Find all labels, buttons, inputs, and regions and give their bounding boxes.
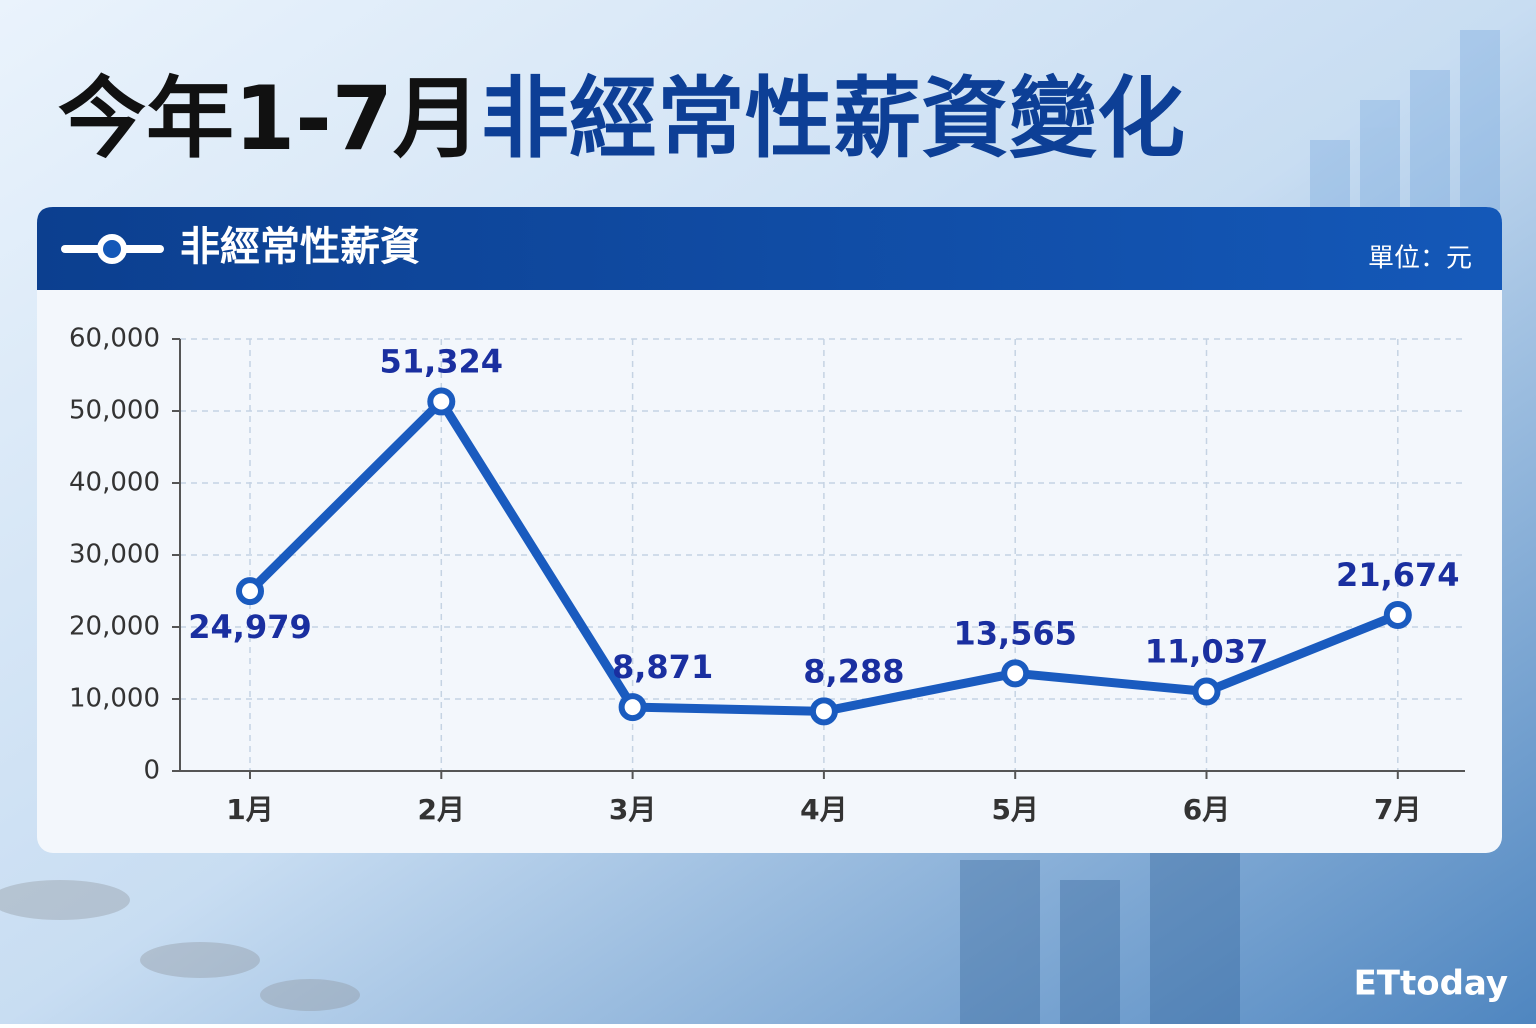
- y-tick-label: 30,000: [69, 540, 160, 570]
- plot: 0 10,000 20,000 30,000 40,000 50,000 60,000 1月 2…: [69, 324, 1465, 826]
- x-tick-label: 6月: [1183, 793, 1230, 826]
- title-lead: 今年1-7月: [58, 67, 481, 170]
- point: [427, 387, 456, 416]
- point: [809, 697, 838, 726]
- y-tick-label: 40,000: [69, 468, 160, 498]
- value-label: 8,871: [612, 648, 713, 686]
- panel: [37, 207, 1502, 853]
- x-tick-label: 2月: [418, 793, 465, 826]
- title: 今年1-7月非經常性薪資變化: [58, 67, 1185, 170]
- point: [236, 577, 264, 606]
- y-tick-label: 10,000: [69, 684, 160, 714]
- y-tick-label: 0: [143, 756, 160, 786]
- panel-header: [37, 207, 1502, 290]
- y-tick-label: 20,000: [69, 612, 160, 642]
- legend-label: 非經常性薪資: [180, 224, 420, 270]
- y-tick-label: 60,000: [69, 324, 160, 354]
- value-label: 11,037: [1145, 633, 1268, 671]
- value-label: 8,288: [803, 652, 904, 690]
- point: [1001, 659, 1030, 688]
- decoration: [0, 30, 1500, 1024]
- point: [1192, 677, 1221, 706]
- y-tick-label: 50,000: [69, 396, 160, 426]
- point: [1383, 600, 1412, 629]
- value-label: 21,674: [1336, 556, 1459, 594]
- x-tick-label: 7月: [1374, 793, 1421, 826]
- x-tick-label: 4月: [800, 793, 847, 826]
- value-label: 24,979: [188, 608, 311, 646]
- title-main: 非經常性薪資變化: [481, 67, 1185, 170]
- value-label: 51,324: [380, 342, 503, 380]
- x-tick-label: 5月: [991, 793, 1038, 826]
- legend-marker: [97, 234, 127, 264]
- x-tick-label: 3月: [609, 793, 656, 826]
- point: [618, 693, 647, 722]
- watermark: ETtoday: [1354, 964, 1508, 1004]
- x-tick-label: 1月: [226, 793, 273, 826]
- value-label: 13,565: [953, 614, 1076, 652]
- unit-label: 單位：元: [1368, 244, 1472, 274]
